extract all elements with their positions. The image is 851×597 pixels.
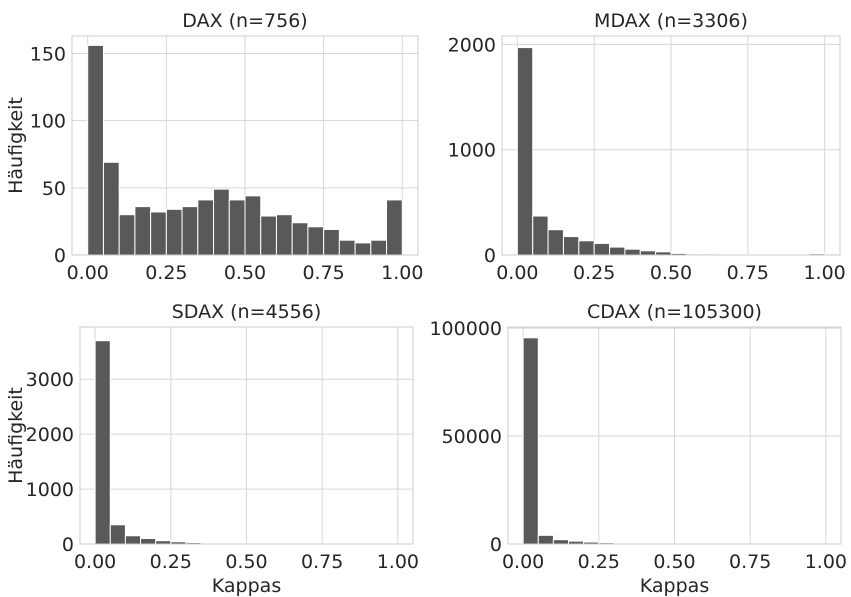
mdax-x-tick-label-4: 1.00 bbox=[803, 262, 845, 284]
sdax-x-tick-label-4: 1.00 bbox=[377, 551, 419, 573]
mdax-y-tick-label-1: 1000 bbox=[448, 140, 496, 162]
mdax-bar-0 bbox=[516, 47, 534, 256]
dax-bar-7 bbox=[197, 199, 215, 256]
dax-x-tick-label-1: 0.25 bbox=[145, 262, 187, 284]
cdax-y-tick-label-0: 0 bbox=[490, 534, 502, 556]
dax-bar-0 bbox=[87, 44, 104, 256]
mdax-bar-8 bbox=[639, 250, 657, 256]
dax-bar-10 bbox=[244, 195, 262, 256]
sdax-bar-0 bbox=[94, 340, 111, 545]
mdax-y-tick-label-0: 0 bbox=[484, 245, 496, 267]
dax-chart-title: DAX (n=756) bbox=[182, 10, 307, 32]
sdax-x-tick-label-2: 0.50 bbox=[225, 551, 267, 573]
dax-y-tick-label-1: 50 bbox=[42, 178, 66, 200]
dax-bar-2 bbox=[118, 214, 136, 256]
cdax-x-tick-label-4: 1.00 bbox=[805, 551, 847, 573]
mdax-plot-frame bbox=[501, 35, 841, 256]
mdax-bar-4 bbox=[578, 240, 595, 256]
cdax-x-axis-label: Kappas bbox=[640, 575, 709, 597]
dax-bar-6 bbox=[181, 206, 199, 256]
cdax-y-tick-label-2: 100000 bbox=[429, 318, 502, 340]
dax-bar-15 bbox=[323, 228, 340, 256]
dax-bar-3 bbox=[134, 206, 152, 256]
dax-bar-9 bbox=[228, 199, 246, 256]
sdax-bar-3 bbox=[140, 538, 157, 545]
mdax-bar-7 bbox=[624, 248, 641, 256]
sdax-bar-1 bbox=[109, 524, 126, 545]
dax-x-tick-label-2: 0.50 bbox=[224, 262, 266, 284]
mdax-x-tick-label-3: 0.75 bbox=[727, 262, 769, 284]
cdax-plot-frame bbox=[507, 326, 842, 545]
dax-plot-frame bbox=[71, 35, 419, 256]
dax-bar-12 bbox=[275, 214, 293, 256]
dax-bar-11 bbox=[260, 215, 277, 256]
mdax-y-tick-label-2: 2000 bbox=[448, 34, 496, 56]
dax-bar-13 bbox=[291, 222, 309, 256]
dax-bar-14 bbox=[307, 226, 325, 256]
dax-bar-5 bbox=[165, 208, 183, 256]
dax-bar-18 bbox=[370, 239, 388, 256]
mdax-bar-2 bbox=[547, 229, 564, 256]
mdax-bar-6 bbox=[609, 246, 626, 256]
dax-bar-17 bbox=[354, 242, 372, 256]
sdax-x-axis-label: Kappas bbox=[212, 575, 281, 597]
cdax-bar-0 bbox=[522, 337, 539, 545]
panel-cdax: 0.00 0.25 0.50 0.75 1.00 0 50000 100000 CDAX (n=… bbox=[429, 301, 847, 597]
sdax-bar-2 bbox=[124, 535, 142, 545]
cdax-bar-1 bbox=[537, 534, 554, 545]
panel-dax: 0.00 0.25 0.50 0.75 1.00 0 50 100 150 DAX (n=756)… bbox=[5, 10, 423, 284]
dax-y-tick-label-0: 0 bbox=[54, 245, 66, 267]
mdax-bar-3 bbox=[562, 236, 580, 256]
dax-x-tick-label-4: 1.00 bbox=[381, 262, 423, 284]
mdax-x-tick-label-1: 0.25 bbox=[573, 262, 615, 284]
sdax-y-tick-label-1: 1000 bbox=[26, 479, 74, 501]
mdax-bar-1 bbox=[532, 215, 549, 256]
sdax-chart-title: SDAX (n=4556) bbox=[172, 301, 322, 323]
dax-bar-16 bbox=[338, 239, 356, 256]
mdax-x-tick-label-2: 0.50 bbox=[650, 262, 692, 284]
dax-x-tick-label-0: 0.00 bbox=[67, 262, 109, 284]
mdax-x-tick-label-0: 0.00 bbox=[496, 262, 538, 284]
sdax-x-tick-label-1: 0.25 bbox=[150, 551, 192, 573]
sdax-x-tick-label-0: 0.00 bbox=[74, 551, 116, 573]
cdax-x-tick-label-1: 0.25 bbox=[578, 551, 620, 573]
panel-mdax: 0.00 0.25 0.50 0.75 1.00 0 1000 2000 MDAX (n=330… bbox=[448, 10, 846, 284]
mdax-chart-title: MDAX (n=3306) bbox=[594, 10, 748, 32]
dax-bar-1 bbox=[102, 161, 120, 256]
sdax-y-tick-label-3: 3000 bbox=[26, 369, 74, 391]
sdax-plot-frame bbox=[79, 326, 414, 545]
sdax-y-tick-label-2: 2000 bbox=[26, 424, 74, 446]
cdax-x-tick-label-3: 0.75 bbox=[729, 551, 771, 573]
sdax-y-axis-label: Häufigkeit bbox=[5, 387, 27, 484]
cdax-chart-title: CDAX (n=105300) bbox=[587, 301, 762, 323]
cdax-x-tick-label-0: 0.00 bbox=[502, 551, 544, 573]
cdax-bar-2 bbox=[552, 539, 570, 545]
dax-bar-8 bbox=[213, 188, 230, 256]
dax-x-tick-label-3: 0.75 bbox=[302, 262, 344, 284]
dax-y-tick-label-2: 100 bbox=[30, 111, 66, 133]
cdax-x-tick-label-2: 0.50 bbox=[653, 551, 695, 573]
sdax-x-tick-label-3: 0.75 bbox=[301, 551, 343, 573]
mdax-bar-5 bbox=[593, 242, 611, 256]
dax-y-axis-label: Häufigkeit bbox=[5, 97, 27, 194]
panel-sdax: 0.00 0.25 0.50 0.75 1.00 0 1000 2000 3000 SDAX (n… bbox=[5, 301, 419, 597]
cdax-y-tick-label-1: 50000 bbox=[442, 426, 502, 448]
dax-bar-19 bbox=[386, 199, 403, 256]
dax-bar-4 bbox=[150, 211, 167, 256]
dax-y-tick-label-3: 150 bbox=[30, 43, 66, 65]
sdax-y-tick-label-0: 0 bbox=[62, 534, 74, 556]
